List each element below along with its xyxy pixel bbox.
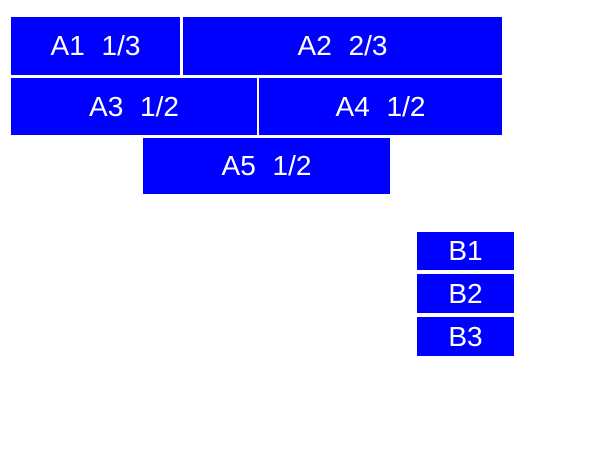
block-a2: A2 2/3: [183, 17, 502, 75]
block-b3: B3: [417, 317, 514, 356]
block-a4: A4 1/2: [259, 78, 502, 135]
block-a5: A5 1/2: [143, 138, 390, 194]
block-a3: A3 1/2: [11, 78, 257, 135]
block-a1: A1 1/3: [11, 17, 180, 75]
block-b1: B1: [417, 232, 514, 270]
block-b2: B2: [417, 274, 514, 313]
